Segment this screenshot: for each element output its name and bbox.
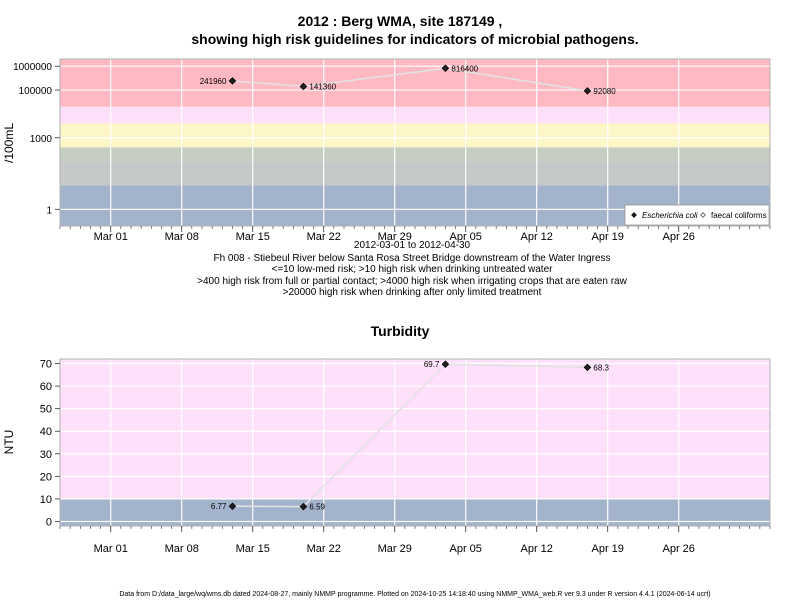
data-label: 69.7 — [424, 360, 440, 369]
footer-text: Data from D:/data_large/wq/wms.db dated … — [119, 591, 710, 598]
risk-band-2 — [60, 161, 770, 186]
chart-subtitle: showing high risk guidelines for indicat… — [191, 31, 638, 47]
data-point — [583, 87, 592, 95]
chart-note: 2012-03-01 to 2012-04-30 — [354, 240, 471, 251]
data-point — [299, 82, 308, 91]
legend-marker-ecoli — [631, 212, 637, 218]
data-label: 92080 — [593, 87, 616, 96]
data-point — [441, 360, 450, 368]
x-tick-label: Apr 05 — [450, 543, 482, 555]
x-tick-label: Mar 15 — [236, 231, 270, 243]
x-tick-label: Mar 22 — [307, 543, 341, 555]
risk-band-4 — [60, 123, 770, 148]
y-tick-label: 1000000 — [13, 62, 52, 73]
y-tick-label: 1 — [46, 205, 52, 216]
x-tick-label: Mar 15 — [236, 543, 270, 555]
x-tick-label: Mar 29 — [378, 231, 412, 243]
y-tick-label: 30 — [40, 449, 52, 461]
data-label: 241960 — [200, 77, 227, 86]
chart-title: 2012 : Berg WMA, site 187149 , — [298, 13, 503, 29]
legend-box — [624, 204, 770, 226]
chart-note: Fh 008 - Stiebeul River below Santa Rosa… — [213, 253, 610, 264]
x-tick-label: Apr 12 — [521, 543, 553, 555]
x-tick-label: Apr 05 — [450, 231, 482, 243]
x-tick-label: Apr 26 — [663, 543, 695, 555]
legend-label-faecal: faecal coliforms — [711, 211, 767, 220]
x-tick-label: Mar 01 — [94, 231, 128, 243]
data-point — [228, 502, 237, 510]
series-line — [232, 363, 588, 508]
chart-title: Turbidity — [371, 323, 430, 339]
legend-label-ecoli: Escherichia coli — [642, 211, 698, 220]
y-tick-label: 100000 — [19, 86, 53, 97]
risk-band-6 — [60, 59, 770, 107]
data-point — [228, 77, 237, 85]
y-axis-label: /100mL — [2, 123, 16, 163]
y-axis-label: NTU — [2, 430, 16, 455]
x-tick-label: Mar 29 — [378, 543, 412, 555]
chart-1: 2012 : Berg WMA, site 187149 , showing hi… — [2, 13, 771, 298]
x-tick-label: Mar 08 — [165, 231, 199, 243]
data-label: 816400 — [451, 64, 478, 73]
y-tick-label: 70 — [40, 359, 52, 371]
data-label: 6.59 — [309, 503, 325, 512]
y-tick-label: 50 — [40, 404, 52, 416]
x-tick-label: Apr 19 — [592, 231, 624, 243]
data-label: 141360 — [309, 82, 336, 91]
x-tick-label: Mar 22 — [307, 231, 341, 243]
chart-2: Turbidity Mar 01 Mar 08 Mar 15 Mar 22 Mar 29 A… — [2, 323, 771, 555]
data-point — [441, 64, 450, 73]
y-tick-label: 0 — [46, 516, 52, 528]
chart-note: >20000 high risk when drinking after onl… — [283, 287, 542, 298]
x-tick-label: Apr 26 — [663, 231, 695, 243]
data-label: 68.3 — [593, 363, 609, 372]
y-tick-label: 60 — [40, 381, 52, 393]
series-line — [232, 67, 588, 92]
legend-marker-faecal — [700, 212, 706, 218]
risk-band-3 — [60, 147, 770, 162]
risk-band-5 — [60, 106, 770, 124]
y-tick-label: 10 — [40, 494, 52, 506]
x-tick-label: Apr 19 — [592, 543, 624, 555]
risk-band-2 — [60, 359, 770, 499]
chart-note: >400 high risk from full or partial cont… — [197, 276, 627, 287]
x-tick-label: Apr 12 — [521, 231, 553, 243]
data-point — [299, 502, 308, 511]
data-label: 6.77 — [211, 502, 227, 511]
y-tick-label: 20 — [40, 471, 52, 483]
legend: Escherichia coli faecal coliforms — [624, 204, 770, 226]
y-tick-label: 1000 — [30, 134, 53, 145]
y-tick-label: 40 — [40, 426, 52, 438]
chart-note: <=10 low-med risk; >10 high risk when dr… — [272, 264, 554, 275]
x-tick-label: Mar 01 — [94, 543, 128, 555]
data-point — [583, 363, 592, 372]
x-tick-label: Mar 08 — [165, 543, 199, 555]
